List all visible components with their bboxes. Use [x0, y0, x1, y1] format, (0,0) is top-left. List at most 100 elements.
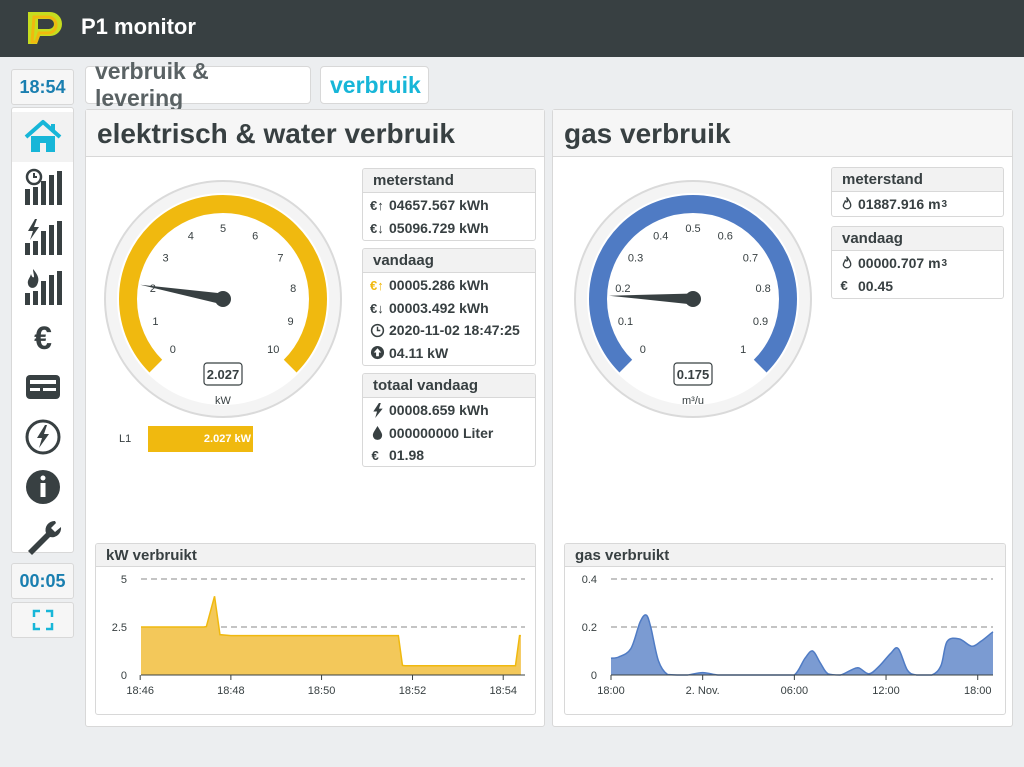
- peak-up-icon: [369, 345, 386, 361]
- power-gauge-hub: [215, 291, 231, 307]
- tab-usage[interactable]: verbruik: [320, 66, 429, 104]
- kw-chart-y-tick-label: 5: [121, 574, 127, 586]
- svg-text:€: €: [840, 278, 848, 293]
- power-bars-icon: [24, 219, 62, 255]
- power-gauge-tick-label: 5: [220, 223, 226, 235]
- kw-chart-y-tick-label: 0: [121, 670, 127, 682]
- phase-power-value: 2.027 kW: [203, 433, 251, 445]
- svg-text:€↑: €↑: [370, 198, 384, 213]
- power-gauge-tick-label: 4: [188, 231, 194, 243]
- svg-text:€: €: [34, 320, 52, 356]
- tab-usage-delivery[interactable]: verbruik & levering: [85, 58, 311, 111]
- top-bar: P1 monitor: [0, 0, 1024, 57]
- clock-time: 18:54: [11, 69, 74, 105]
- meter-card-icon: [25, 375, 60, 399]
- gas-chart-line: [610, 614, 994, 676]
- p1-logo-icon: [28, 12, 62, 44]
- sidebar-item-meter[interactable]: [12, 362, 73, 412]
- kw-chart-x-tick-label: 18:52: [399, 685, 427, 697]
- gas-gauge-band: [589, 195, 797, 373]
- meter-export-row: €↓ 05096.729 kWh: [369, 219, 489, 236]
- power-gauge-tick-label: 2: [150, 283, 156, 295]
- gas-chart-x-tick-label: 2. Nov.: [686, 685, 720, 697]
- electric-panel-header: elektrisch & water verbruik: [86, 110, 544, 157]
- fullscreen-button[interactable]: [11, 602, 74, 638]
- electric-panel-title: elektrisch & water verbruik: [97, 118, 455, 149]
- gas-gauge-unit: m³/u: [682, 395, 704, 407]
- gas-chart-x-tick-label: 06:00: [781, 685, 809, 697]
- lightning-icon: [369, 402, 386, 418]
- kw-chart-x-tick-label: 18:50: [308, 685, 336, 697]
- kw-chart-x-tick-label: 18:46: [126, 685, 154, 697]
- totaal-vandaag-title: totaal vandaag: [363, 374, 535, 398]
- power-gauge-band: [119, 195, 327, 373]
- vandaag-card: vandaag €↑ 00005.286 kWh €↓ 00003.492 kW…: [362, 248, 536, 366]
- gas-panel-header: gas verbruik: [553, 110, 1012, 157]
- sidebar-item-info[interactable]: [12, 462, 73, 512]
- gas-chart-y-tick-label: 0.4: [582, 574, 597, 586]
- gas-gauge-tick-label: 0.3: [628, 252, 643, 264]
- power-gauge-tick-label: 9: [287, 316, 293, 328]
- app-title: P1 monitor: [81, 14, 196, 39]
- gas-gauge: 0 0.1 0.2 0.3 0.4 0.5 0.6 0.7 0.8 0.9 1 0.175 m³/u: [574, 180, 812, 418]
- history-bars-icon: [24, 168, 62, 205]
- meterstand-card: meterstand €↑ 04657.567 kWh €↓ 05096.729…: [362, 168, 536, 241]
- power-gauge-tick-label: 6: [252, 231, 258, 243]
- gas-gauge-tick-label: 0.7: [743, 252, 758, 264]
- total-cost-row: € 01.98: [369, 447, 425, 464]
- gas-bars-icon: [24, 269, 62, 305]
- phase-power-bar: 2.027 kW: [148, 426, 253, 452]
- euro-small-icon: €: [369, 447, 386, 463]
- flame-icon: [838, 196, 855, 212]
- gas-gauge-tick-label: 0.6: [718, 231, 733, 243]
- gas-gauge-tick-label: 1: [740, 344, 746, 356]
- power-gauge-tick-label: 3: [162, 252, 168, 264]
- kw-chart-y-tick-label: 2.5: [112, 622, 127, 634]
- kw-chart-title: kW verbruikt: [96, 544, 535, 567]
- power-gauge-unit: kW: [215, 395, 232, 407]
- kw-chart: 5 2.5 0 18:46 18:48 18:50 18:52 18:54: [112, 574, 525, 697]
- import-arrow-icon: €↑: [369, 277, 386, 293]
- sidebar-nav: €: [11, 107, 74, 555]
- euro-small-icon: €: [838, 278, 855, 294]
- gas-chart-y-tick-label: 0.2: [582, 622, 597, 634]
- import-arrow-icon: €↑: [369, 197, 386, 213]
- gas-gauge-tick-label: 0: [640, 344, 646, 356]
- power-gauge-tick-label: 1: [152, 316, 158, 328]
- svg-text:€↓: €↓: [370, 221, 384, 236]
- gas-panel: gas verbruik 0 0.1 0.2 0.3 0.4 0.5 0.6 0.7 0.8 0.…: [552, 109, 1013, 727]
- sidebar-item-power[interactable]: [12, 212, 73, 262]
- sidebar-item-settings[interactable]: [12, 512, 73, 562]
- phase-label: L1: [119, 433, 132, 445]
- sidebar-item-costs[interactable]: €: [12, 312, 73, 362]
- gas-gauge-needle: [609, 293, 694, 305]
- gas-chart-x-tick-label: 18:00: [964, 685, 992, 697]
- sidebar-item-gas[interactable]: [12, 262, 73, 312]
- gas-chart-card: gas verbruikt 0.4 0.2 0 18:00 2. Nov. 06:00 12…: [564, 543, 1006, 715]
- wrench-icon: [27, 520, 61, 555]
- svg-text:€↑: €↑: [370, 278, 384, 293]
- power-gauge: 0 1 2 3 4 5 6 7 8 9 10 2.027 kW: [104, 180, 342, 418]
- meter-import-row: €↑ 04657.567 kWh: [369, 197, 489, 214]
- gas-gauge-tick-label: 0.5: [685, 223, 700, 235]
- kw-chart-card: kW verbruikt 5 2.5 0 18:46 18:48 18:50 18:52 18…: [95, 543, 536, 715]
- gas-vandaag-title: vandaag: [832, 227, 1003, 251]
- sidebar-item-history[interactable]: [12, 162, 73, 212]
- total-water-row: 000000000 Liter: [363, 422, 535, 445]
- gas-cost-row: € 00.45: [838, 277, 894, 294]
- sidebar-item-phases[interactable]: [12, 412, 73, 462]
- electric-panel: elektrisch & water verbruik 0 1 2 3 4 5 6 7 8 9 10…: [85, 109, 545, 727]
- gas-gauge-tick-label: 0.4: [653, 231, 668, 243]
- gas-gauge-hub: [685, 291, 701, 307]
- power-gauge-tick-label: 0: [170, 344, 176, 356]
- today-export-row: €↓ 00003.492 kWh: [369, 299, 489, 316]
- power-gauge-tick-label: 10: [267, 344, 279, 356]
- export-arrow-icon: €↓: [369, 300, 386, 316]
- power-gauge-needle: [140, 284, 224, 305]
- water-drop-icon: [369, 425, 386, 441]
- sidebar-item-home[interactable]: [12, 112, 73, 162]
